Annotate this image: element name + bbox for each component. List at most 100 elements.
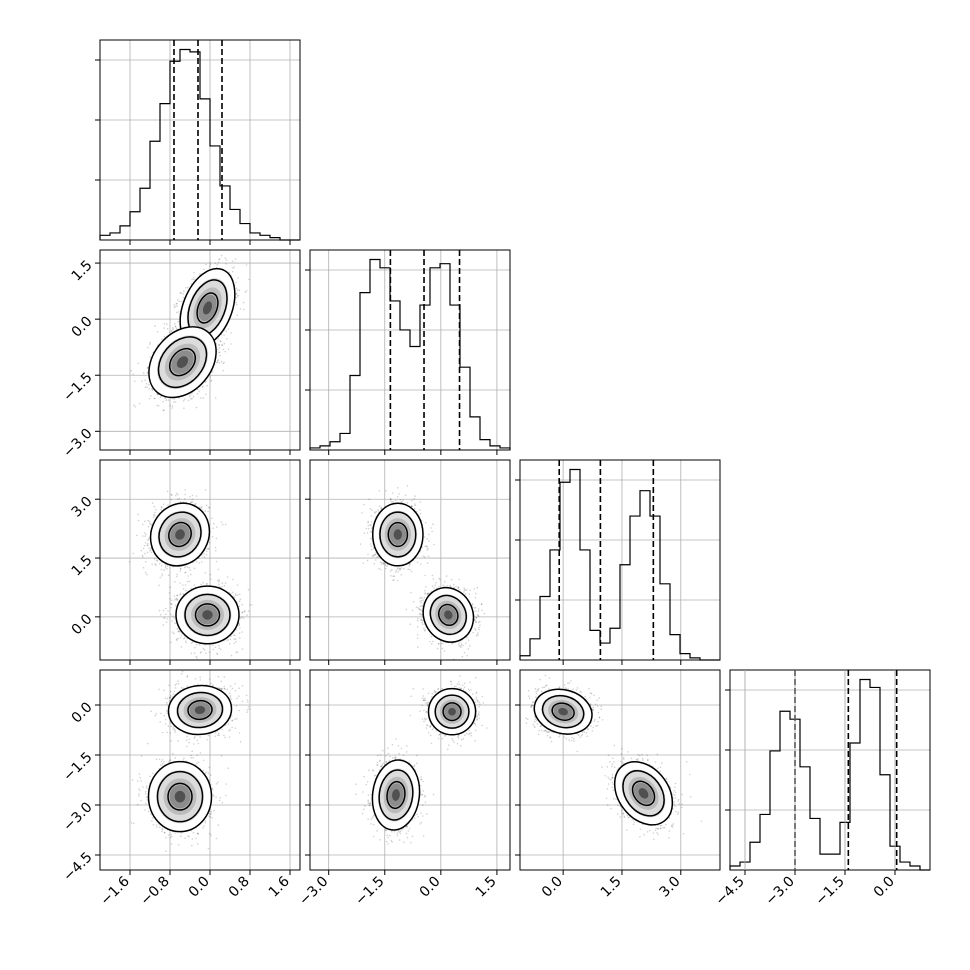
- scatter-point: [227, 348, 230, 350]
- scatter-point: [182, 584, 184, 586]
- contour-line: [196, 292, 219, 324]
- x-tick-label: −3.0: [762, 874, 797, 909]
- scatter-point: [185, 286, 187, 289]
- scatter-point: [236, 314, 238, 317]
- scatter-point: [184, 398, 186, 400]
- scatter-point: [164, 397, 167, 400]
- scatter-point: [137, 519, 140, 522]
- scatter-point: [182, 400, 185, 402]
- scatter-point: [142, 566, 145, 569]
- scatter-point: [218, 585, 220, 588]
- scatter-point: [223, 361, 225, 364]
- scatter-panel-0-2: 0.01.53.0: [69, 459, 301, 665]
- scatter-point: [203, 553, 205, 555]
- scatter-point: [212, 527, 214, 529]
- scatter-point: [215, 549, 217, 552]
- scatter-point: [191, 494, 194, 497]
- scatter-point: [226, 576, 229, 578]
- scatter-point: [218, 361, 221, 364]
- scatter-point: [193, 278, 195, 281]
- scatter-point: [238, 600, 241, 602]
- scatter-point: [176, 573, 178, 576]
- scatter-point: [163, 323, 166, 325]
- scatter-point: [180, 646, 183, 648]
- scatter-point: [154, 563, 156, 565]
- histogram-frame-3: [729, 669, 931, 871]
- scatter-point: [161, 573, 164, 575]
- scatter-point: [142, 547, 145, 550]
- scatter-point: [236, 594, 239, 596]
- scatter-point: [163, 327, 165, 329]
- scatter-point: [182, 296, 185, 299]
- scatter-point: [188, 566, 191, 569]
- scatter-point: [234, 638, 237, 640]
- scatter-point: [147, 366, 149, 369]
- scatter-point: [228, 236, 230, 238]
- scatter-point: [149, 523, 152, 526]
- scatter-point: [202, 397, 205, 399]
- scatter-point: [235, 640, 237, 643]
- scatter-point: [235, 292, 238, 295]
- scatter-point: [200, 651, 202, 653]
- scatter-point: [231, 270, 234, 273]
- scatter-point: [219, 354, 221, 357]
- scatter-point: [195, 406, 198, 409]
- contour-line: [148, 326, 217, 399]
- scatter-point: [148, 388, 151, 390]
- scatter-point: [147, 538, 150, 540]
- scatter-point: [203, 556, 205, 558]
- scatter-point: [132, 373, 134, 376]
- histogram-panel-2: [515, 459, 721, 665]
- scatter-point: [160, 509, 162, 511]
- scatter-point: [224, 523, 227, 526]
- scatter-point: [235, 293, 238, 295]
- scatter-point: [141, 554, 144, 557]
- scatter-point: [208, 651, 211, 654]
- scatter-point: [142, 556, 144, 558]
- scatter-point: [233, 266, 235, 268]
- scatter-point: [225, 259, 228, 261]
- scatter-point: [184, 584, 187, 586]
- scatter-point: [201, 554, 203, 557]
- scatter-point: [150, 547, 152, 550]
- scatter-point: [176, 598, 179, 600]
- scatter-point: [162, 503, 165, 506]
- scatter-point: [221, 344, 223, 346]
- scatter-point: [182, 593, 185, 595]
- scatter-point: [199, 273, 201, 275]
- scatter-point: [184, 572, 186, 574]
- scatter-point: [190, 398, 192, 400]
- scatter-point: [174, 401, 177, 403]
- x-tick-label: −4.5: [712, 874, 747, 909]
- scatter-point: [164, 565, 167, 567]
- scatter-point: [175, 303, 178, 305]
- scatter-point: [144, 552, 146, 555]
- scatter-point: [208, 506, 211, 509]
- scatter-point: [206, 548, 208, 550]
- scatter-point: [211, 371, 213, 374]
- scatter-point: [198, 390, 200, 393]
- scatter-point: [217, 261, 220, 264]
- scatter-point: [193, 567, 196, 570]
- scatter-point: [201, 386, 204, 389]
- scatter-point: [168, 592, 171, 594]
- scatter-point: [142, 523, 144, 526]
- scatter-point: [211, 517, 213, 520]
- scatter-point: [177, 630, 179, 633]
- scatter-point: [241, 616, 243, 618]
- scatter-point: [141, 380, 143, 383]
- scatter-point: [136, 534, 138, 537]
- scatter-point: [147, 539, 149, 541]
- scatter-point: [195, 644, 198, 646]
- scatter-point: [133, 404, 135, 406]
- scatter-point: [227, 328, 230, 330]
- scatter-point: [235, 301, 237, 304]
- scatter-point: [162, 617, 165, 619]
- scatter-point: [192, 395, 195, 398]
- scatter-point: [183, 566, 186, 569]
- scatter-point: [191, 498, 194, 501]
- scatter-point: [223, 342, 226, 345]
- scatter-point: [230, 343, 232, 345]
- scatter-point: [144, 535, 146, 538]
